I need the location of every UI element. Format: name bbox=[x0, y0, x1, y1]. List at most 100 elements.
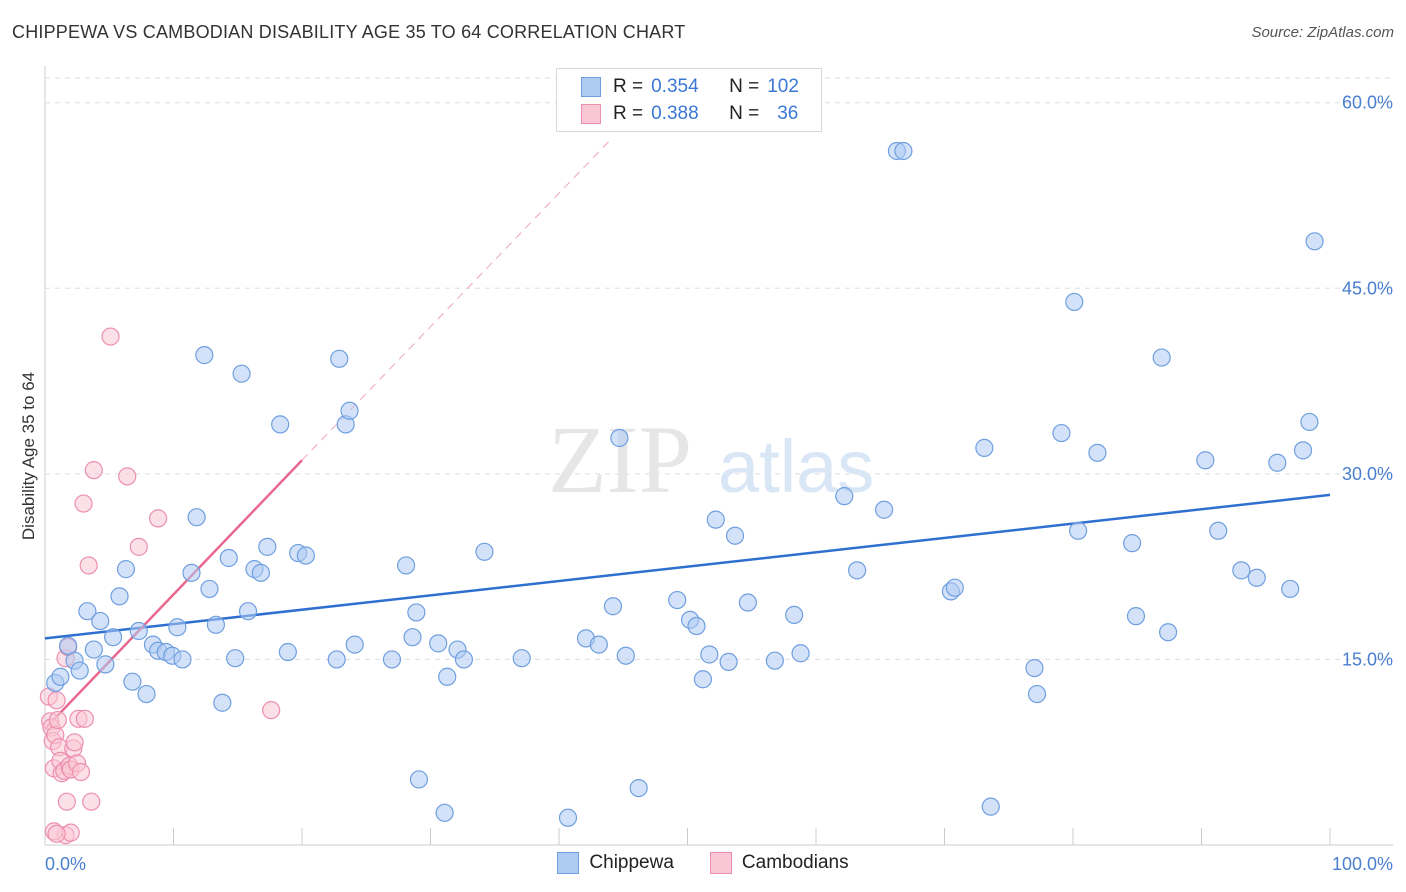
chippewa-point bbox=[327, 650, 346, 669]
chippewa-point bbox=[975, 438, 994, 457]
cambodians-point bbox=[65, 733, 84, 752]
x-tick-label: 100.0% bbox=[1332, 854, 1393, 874]
chippewa-point bbox=[238, 602, 258, 621]
watermark: ZIP atlas bbox=[548, 406, 874, 513]
chippewa-point bbox=[206, 615, 226, 634]
chippewa-point bbox=[725, 526, 745, 545]
chippewa-point bbox=[251, 563, 270, 582]
chippewa-point bbox=[438, 667, 457, 686]
chippewa-point bbox=[403, 628, 422, 647]
chippewa-point bbox=[345, 635, 364, 654]
stats-legend: R = 0.354 N = 102 R = 0.388 N = 36 bbox=[556, 68, 822, 132]
chippewa-point bbox=[51, 667, 70, 686]
cambodians-point bbox=[79, 556, 98, 575]
chippewa-point bbox=[1025, 658, 1044, 678]
chippewa-point bbox=[219, 548, 238, 568]
chippewa-point bbox=[835, 487, 854, 506]
chippewa-point bbox=[603, 597, 623, 616]
chippewa-point bbox=[258, 537, 277, 556]
chippewa-point bbox=[475, 542, 494, 561]
legend-r-value: 0.388 bbox=[651, 103, 699, 124]
legend-n-label: N = bbox=[729, 103, 760, 124]
chippewa-point bbox=[454, 650, 474, 669]
chippewa-point bbox=[123, 672, 142, 691]
chippewa-point bbox=[1027, 684, 1047, 704]
legend-label-cambodians: Cambodians bbox=[741, 852, 849, 873]
cambodians-point bbox=[84, 461, 103, 480]
chippewa-point bbox=[226, 649, 245, 668]
cambodians-point bbox=[57, 792, 76, 811]
chippewa-point bbox=[173, 650, 192, 669]
chippewa-point bbox=[1209, 521, 1228, 540]
chippewa-point bbox=[706, 510, 725, 529]
chippewa-point bbox=[110, 587, 129, 606]
legend-row-cambodians: R = 0.388 N = 36 bbox=[581, 101, 798, 127]
chippewa-point bbox=[629, 778, 648, 798]
cambodians-trend-line bbox=[44, 459, 303, 730]
chippewa-point bbox=[616, 646, 635, 665]
chippewa-point bbox=[1069, 521, 1088, 540]
chippewa-point bbox=[894, 141, 913, 161]
chippewa-point bbox=[168, 618, 187, 637]
chippewa-point bbox=[791, 644, 810, 663]
chippewa-point bbox=[429, 634, 448, 653]
chippewa-point bbox=[330, 349, 349, 368]
y-axis-label: Disability Age 35 to 64 bbox=[19, 372, 38, 540]
chippewa-point bbox=[1305, 232, 1324, 251]
chippewa-point bbox=[687, 616, 706, 636]
cambodians-point bbox=[129, 537, 148, 556]
cambodians-point bbox=[262, 701, 281, 720]
legend-r-label: R = bbox=[613, 103, 644, 124]
chippewa-point bbox=[848, 561, 867, 580]
legend-item-cambodians[interactable]: Cambodians bbox=[709, 852, 849, 874]
chippewa-point bbox=[407, 603, 426, 622]
chippewa-point bbox=[700, 645, 719, 664]
chippewa-point bbox=[213, 693, 232, 712]
chippewa-point bbox=[340, 401, 359, 420]
chippewa-point bbox=[981, 797, 1000, 816]
chippewa-point bbox=[104, 628, 123, 647]
chippewa-point bbox=[765, 651, 784, 670]
legend-swatch-chippewa bbox=[581, 77, 601, 97]
cambodians-point bbox=[75, 709, 94, 728]
legend-swatch-chippewa bbox=[557, 852, 580, 874]
chippewa-point bbox=[1065, 292, 1084, 312]
cambodians-point bbox=[82, 792, 101, 811]
legend-swatch-cambodians bbox=[709, 852, 732, 874]
chippewa-point bbox=[1126, 607, 1146, 626]
y-tick-label: 45.0% bbox=[1342, 278, 1393, 298]
chippewa-point bbox=[738, 593, 757, 612]
legend-label-chippewa: Chippewa bbox=[589, 852, 674, 873]
chippewa-point bbox=[278, 642, 297, 662]
chippewa-point bbox=[129, 621, 148, 641]
source-credit: Source: ZipAtlas.com bbox=[1251, 24, 1394, 41]
legend-n-value: 102 bbox=[767, 76, 799, 97]
chippewa-point bbox=[1123, 534, 1142, 553]
x-tick-label: 0.0% bbox=[45, 854, 86, 874]
legend-item-chippewa[interactable]: Chippewa bbox=[557, 852, 674, 874]
chippewa-point bbox=[1088, 443, 1107, 462]
chippewa-point bbox=[558, 808, 578, 827]
chippewa-point bbox=[589, 635, 608, 654]
cambodians-points bbox=[39, 327, 281, 845]
chippewa-point bbox=[182, 563, 201, 582]
watermark-zip: ZIP bbox=[548, 406, 692, 513]
chippewa-point bbox=[693, 670, 713, 689]
legend-row-chippewa: R = 0.354 N = 102 bbox=[581, 74, 799, 100]
legend-swatch-cambodians bbox=[581, 104, 601, 124]
cambodians-point bbox=[74, 494, 93, 513]
chippewa-point bbox=[1158, 623, 1178, 642]
chippewa-point bbox=[91, 611, 110, 631]
legend-r-value: 0.354 bbox=[651, 76, 699, 97]
y-tick-label: 60.0% bbox=[1342, 93, 1393, 113]
chippewa-point bbox=[1232, 561, 1251, 580]
chippewa-trend-line bbox=[44, 493, 1331, 640]
chippewa-point bbox=[785, 605, 804, 625]
chippewa-point bbox=[1152, 348, 1171, 367]
chippewa-point bbox=[232, 364, 251, 383]
chippewa-point bbox=[116, 560, 136, 579]
chippewa-point bbox=[719, 652, 738, 672]
chart-title: CHIPPEWA VS CAMBODIAN DISABILITY AGE 35 … bbox=[12, 22, 686, 42]
cambodians-point bbox=[148, 509, 168, 528]
